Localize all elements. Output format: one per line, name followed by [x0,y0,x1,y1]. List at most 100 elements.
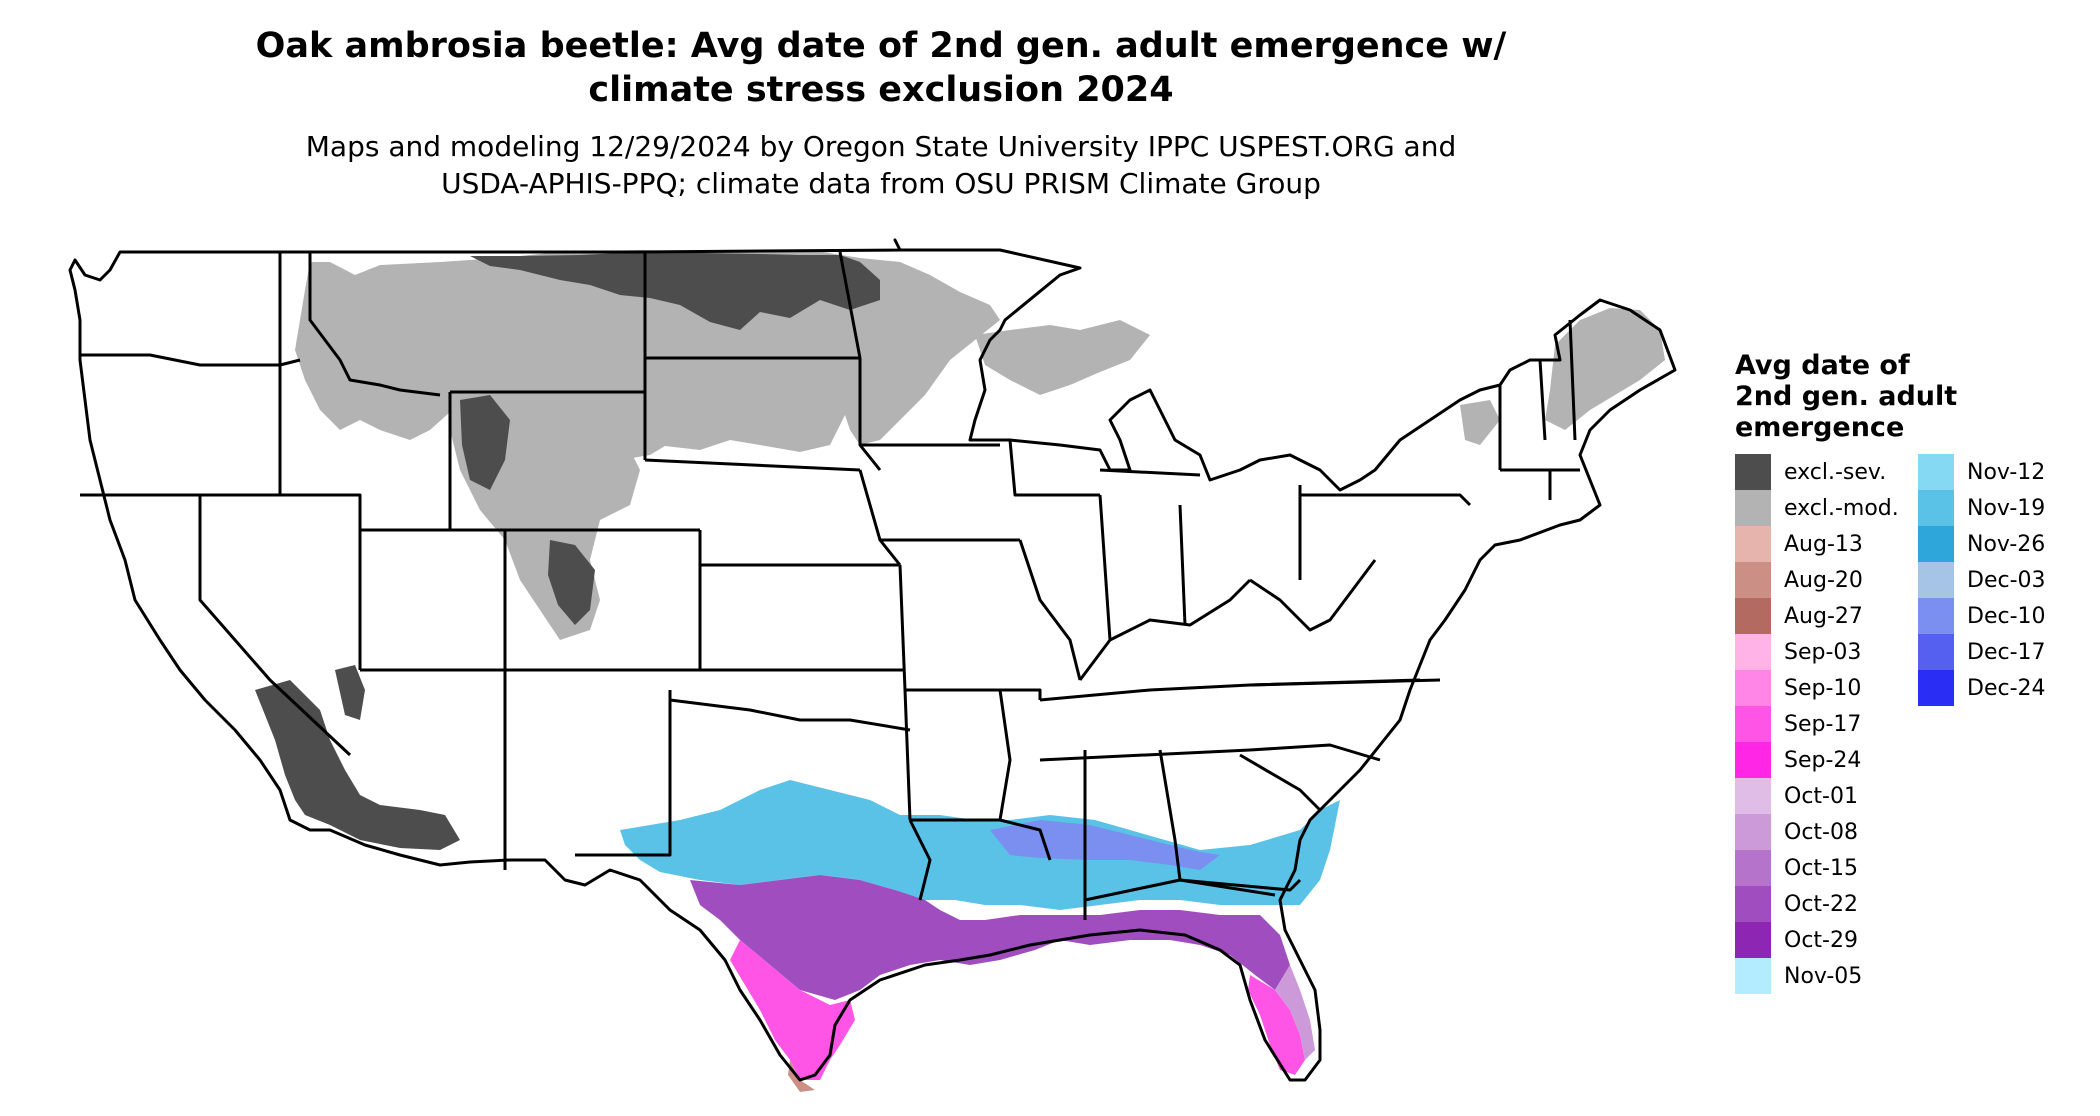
legend-label: Nov-05 [1784,963,1863,989]
legend-item: Oct-08 [1735,814,1899,850]
excl-mod-ny-region [1460,400,1500,445]
legend-label: Oct-15 [1784,855,1858,881]
ut-co-border [360,528,507,670]
legend-swatch [1735,454,1771,490]
sd-ne-border [644,458,861,472]
legend-item: excl.-sev. [1735,454,1899,490]
wa-or-border [80,353,301,367]
texas-aug-region [788,1060,815,1092]
legend-swatch [1918,598,1954,634]
pa-ny-border [1300,493,1472,507]
florida-oct-region [1275,965,1315,1060]
subtitle-line-1: Maps and modeling 12/29/2024 by Oregon S… [305,130,1457,163]
legend-swatch [1735,814,1771,850]
map-subtitle: Maps and modeling 12/29/2024 by Oregon S… [0,128,1762,202]
legend-label: Sep-24 [1784,747,1862,773]
legend-swatch [1735,850,1771,886]
excl-sev-nevada-region [335,665,365,720]
legend-title: Avg date of 2nd gen. adult emergence [1735,350,2035,443]
ga-fl-border [1179,878,1302,892]
excl-sev-southwest-region [255,680,460,850]
florida-pink-region [1248,975,1305,1075]
va-nc-border [1249,678,1441,687]
legend-item: Oct-22 [1735,886,1899,922]
nc-sc-border [1249,743,1381,762]
title-line-2: climate stress exclusion 2024 [588,70,1174,110]
legend-swatch [1735,706,1771,742]
ne-ia-border [858,469,902,566]
legend-label: Nov-19 [1967,495,2046,521]
legend-item: Oct-01 [1735,778,1899,814]
me-nh-border [1568,319,1577,441]
legend-swatch [1735,958,1771,994]
id-nv-ut-border [278,365,362,670]
ok-ar-border [903,689,912,821]
legend-title-line-1: Avg date of [1735,350,1910,381]
il-mo-border [1018,539,1082,681]
legend-label: Dec-24 [1967,675,2046,701]
nm-tx-border [575,690,672,857]
legend-label: Oct-29 [1784,927,1858,953]
legend-label: Dec-10 [1967,603,2046,629]
legend-label: Nov-26 [1967,531,2046,557]
legend-label: Aug-20 [1784,567,1863,593]
wv-border [1249,559,1377,632]
title-line-1: Oak ambrosia beetle: Avg date of 2nd gen… [255,26,1507,66]
tn-ms-al-border [1039,748,1251,762]
legend-swatch [1918,562,1954,598]
legend-item: Dec-03 [1918,562,2046,598]
al-ga-border [1158,749,1182,881]
subtitle-line-2: USDA-APHIS-PPQ; climate data from OSU PR… [441,167,1321,200]
legend-swatch [1735,922,1771,958]
gulf-dec-band [990,820,1220,870]
gulf-oct-band [690,875,1290,1000]
legend-swatch [1735,670,1771,706]
ar-ms-border [998,689,1052,861]
legend-label: excl.-sev. [1784,459,1887,485]
legend-item: Oct-29 [1735,922,1899,958]
legend-swatch [1918,490,1954,526]
legend-label: Oct-22 [1784,891,1858,917]
legend-swatch [1735,778,1771,814]
legend-swatch [1735,526,1771,562]
excl-sev-rockies-region [460,395,510,490]
legend-label: Dec-03 [1967,567,2046,593]
legend-item: Sep-03 [1735,634,1899,670]
excl-mod-greatlakes-region [975,320,1150,395]
il-in-border [1098,494,1112,641]
legend: Avg date of 2nd gen. adult emergence exc… [1735,350,2046,994]
legend-item: excl.-mod. [1735,490,1899,526]
legend-item: Aug-20 [1735,562,1899,598]
legend-swatch [1735,742,1771,778]
legend-label: Nov-12 [1967,459,2046,485]
legend-label: Sep-17 [1784,711,1862,737]
wi-il-border [1008,439,1100,497]
excl-sev-north-region [470,252,880,330]
legend-label: excl.-mod. [1784,495,1899,521]
legend-item: Sep-17 [1735,706,1899,742]
mo-ar-border [905,688,1042,700]
legend-item: Nov-05 [1735,958,1899,994]
la-tx-border [908,819,932,901]
legend-item: Dec-17 [1918,634,2046,670]
legend-swatch [1735,490,1771,526]
legend-item: Nov-26 [1918,526,2046,562]
state-borders [68,238,1677,1082]
legend-title-line-2: 2nd gen. adult [1735,381,1958,412]
in-oh-border [1178,504,1187,626]
map-fill-layer [255,250,1665,1092]
legend-column-2: Nov-12 Nov-19 Nov-26 Dec-03 Dec-10 Dec-17 Dec-… [1918,454,2046,706]
legend-swatch [1918,634,1954,670]
ga-sc-border [1239,753,1322,812]
ok-tx-border [668,690,911,732]
legend-item: Dec-24 [1918,670,2046,706]
legend-swatch [1918,526,1954,562]
legend-swatch [1735,562,1771,598]
vt-nh-border [1538,359,1547,441]
legend-item: Oct-15 [1735,850,1899,886]
legend-item: Aug-13 [1735,526,1899,562]
excl-mod-newengland-region [1545,308,1665,430]
legend-item: Dec-10 [1918,598,2046,634]
legend-label: Sep-03 [1784,639,1862,665]
